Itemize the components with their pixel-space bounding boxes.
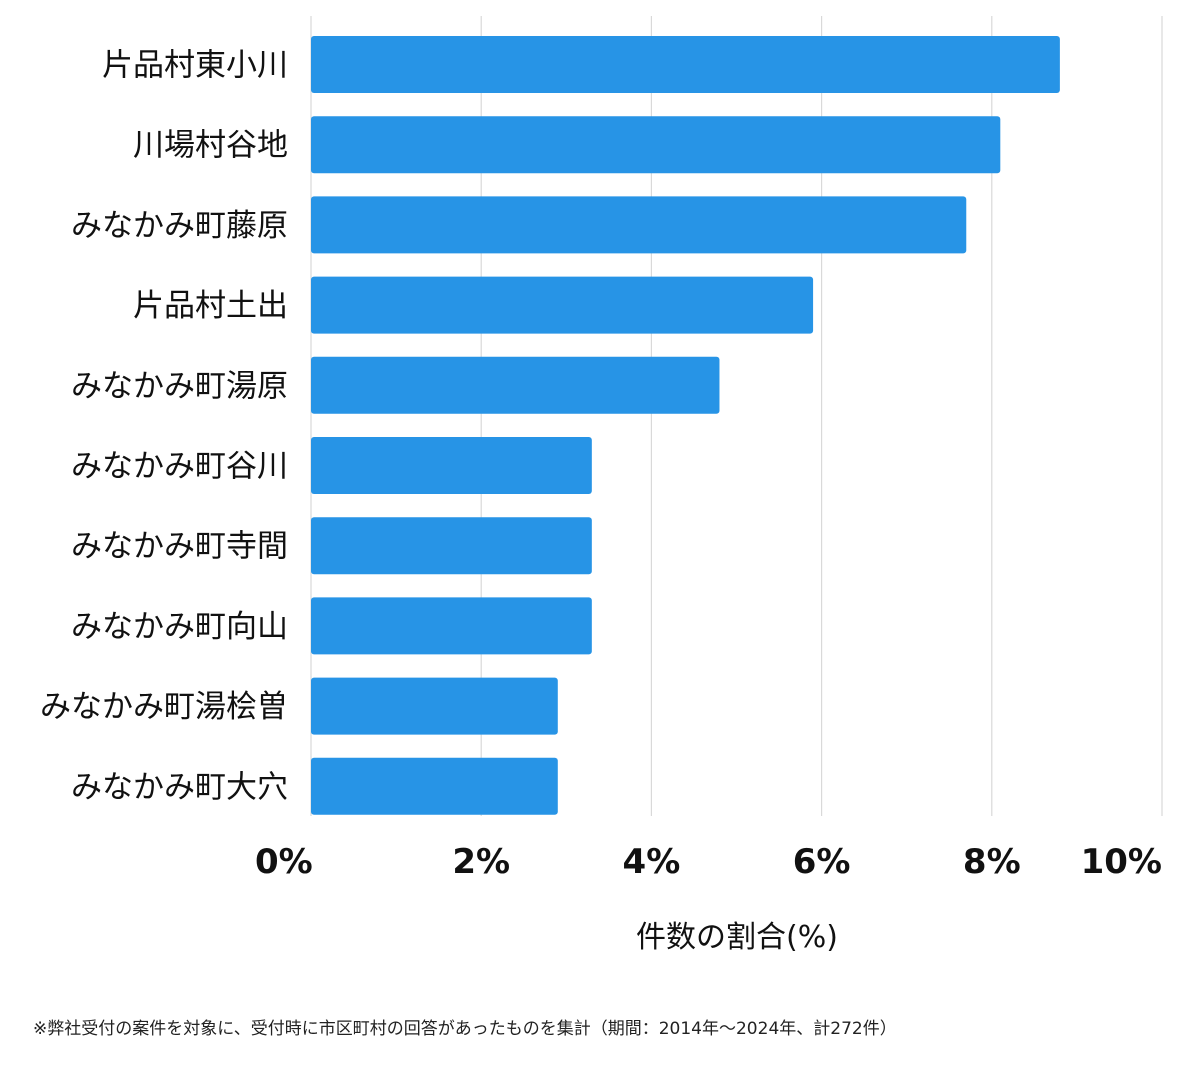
- bar: [311, 757, 558, 815]
- x-tick-label: 2%: [452, 842, 510, 882]
- category-label: みなかみ町谷川: [71, 449, 288, 485]
- category-label: 川場村谷地: [133, 128, 288, 164]
- bars: [311, 36, 1060, 815]
- bar: [311, 276, 814, 334]
- category-label: 片品村東小川: [102, 48, 288, 84]
- category-label: みなかみ町湯桧曽: [40, 689, 288, 725]
- bar: [311, 116, 1001, 174]
- bar-chart: 片品村東小川川場村谷地みなかみ町藤原片品村土出みなかみ町湯原みなかみ町谷川みなか…: [40, 16, 1163, 955]
- category-labels: 片品村東小川川場村谷地みなかみ町藤原片品村土出みなかみ町湯原みなかみ町谷川みなか…: [40, 48, 288, 806]
- bar: [311, 517, 592, 575]
- category-label: みなかみ町寺間: [71, 529, 288, 565]
- x-tick-labels: 0% 2% 4% 6% 8% 10%: [255, 842, 1162, 882]
- x-tick-label: 10%: [1081, 842, 1162, 882]
- bar: [311, 677, 558, 735]
- bar: [311, 356, 720, 414]
- category-label: みなかみ町向山: [71, 609, 288, 645]
- category-label: 片品村土出: [133, 288, 288, 324]
- x-tick-label: 4%: [623, 842, 681, 882]
- bar: [311, 597, 592, 655]
- category-label: みなかみ町湯原: [71, 368, 288, 404]
- x-tick-label: 6%: [793, 842, 851, 882]
- footnote: ※弊社受付の案件を対象に、受付時に市区町村の回答があったものを集計（期間：201…: [33, 1019, 897, 1039]
- x-axis-title: 件数の割合(%): [636, 920, 838, 955]
- category-label: みなかみ町藤原: [71, 208, 288, 244]
- x-tick-label: 8%: [963, 842, 1021, 882]
- bar: [311, 36, 1060, 93]
- category-label: みなかみ町大穴: [71, 769, 288, 805]
- bar: [311, 196, 967, 254]
- bar: [311, 437, 592, 494]
- x-tick-label: 0%: [255, 842, 313, 882]
